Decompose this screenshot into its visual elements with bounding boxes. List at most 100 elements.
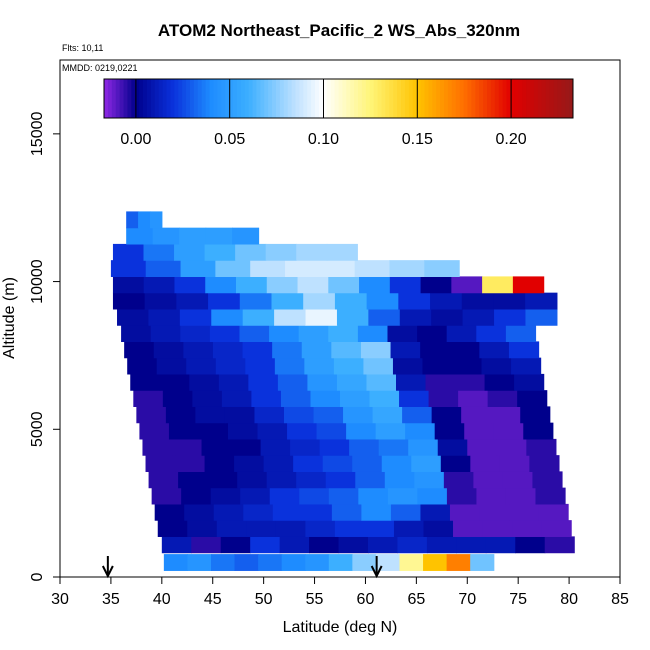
colorbar-swatch (307, 79, 312, 118)
colorbar-swatch (475, 79, 480, 118)
heatmap-cell (277, 373, 309, 391)
heatmap-cell (405, 422, 436, 440)
colorbar-swatch (412, 79, 418, 118)
heatmap-cell (496, 438, 527, 456)
colorbar-swatch (182, 79, 187, 118)
colorbar-swatch (225, 79, 230, 118)
heatmap-cell (443, 471, 474, 489)
heatmap-cell (336, 373, 368, 391)
heatmap-cell (162, 390, 193, 407)
colorbar-tick-label: 0.00 (120, 131, 151, 148)
x-tick-label: 35 (102, 591, 120, 608)
heatmap-cell (352, 554, 377, 571)
colorbar-swatch (479, 79, 484, 118)
heatmap-cell (258, 554, 283, 571)
heatmap-cell (179, 308, 212, 326)
x-tick-label: 75 (509, 591, 527, 608)
y-tick-label: 15000 (29, 112, 46, 157)
heatmap-cell (424, 260, 460, 277)
heatmap-cell (392, 357, 424, 375)
heatmap-cell (425, 373, 456, 391)
heatmap-cell (136, 406, 167, 424)
heatmap-cell (402, 406, 433, 424)
heatmap-cell (322, 455, 353, 472)
colorbar-swatch (268, 79, 273, 118)
heatmap-cell (186, 357, 217, 375)
flight-arrows (101, 556, 383, 579)
heatmap-cell (126, 211, 139, 229)
heatmap-cell (266, 471, 297, 489)
colorbar-swatch (107, 79, 113, 118)
colorbar-swatch (326, 79, 332, 118)
heatmap-cell (499, 455, 530, 472)
heatmap-cell (458, 390, 489, 407)
heatmap-cell (446, 325, 477, 342)
heatmap-cell (399, 308, 432, 326)
heatmap-cell (248, 373, 279, 391)
heatmap-cell (398, 292, 431, 310)
colorbar-swatch (502, 79, 508, 118)
colorbar-swatch (358, 79, 363, 118)
x-tick-label: 45 (204, 591, 222, 608)
heatmap-cell (525, 292, 558, 310)
colorbar-swatch (361, 79, 367, 118)
colorbar-swatch (315, 79, 320, 118)
heatmap-cell (387, 325, 418, 342)
colorbar-swatch (354, 79, 359, 118)
heatmap-cell (512, 276, 545, 294)
heatmap-cell (455, 373, 486, 391)
heatmap-cell (360, 341, 392, 359)
heatmap-cell (274, 308, 307, 326)
heatmap-cell (234, 554, 259, 571)
colorbar-swatch (440, 79, 445, 118)
y-tick-label: 5000 (29, 411, 46, 447)
heatmap-cell (310, 390, 341, 407)
colorbar-swatch (483, 79, 488, 118)
colorbar-swatch (389, 79, 394, 118)
heatmap-cell (187, 554, 212, 571)
heatmap-cell (178, 471, 209, 489)
heatmap-cell (328, 554, 353, 571)
heatmap-cell (544, 536, 575, 554)
heatmap-cell (265, 243, 297, 261)
colorbar-swatch (186, 79, 191, 118)
heatmap-cell (165, 406, 197, 424)
heatmap-cell (482, 276, 514, 294)
heatmap-cell (520, 406, 551, 424)
colorbar-swatch (549, 79, 554, 118)
colorbar-swatch (518, 79, 523, 118)
heatmap-cell (305, 520, 336, 537)
heatmap-cell (484, 373, 515, 391)
heatmap-cell (461, 406, 492, 424)
heatmap-cell (112, 243, 145, 261)
x-tick-label: 30 (51, 591, 69, 608)
colorbar-swatch (432, 79, 437, 118)
heatmap-cell (437, 438, 468, 456)
heatmap-cell (451, 276, 483, 294)
x-axis-label: Latitude (deg N) (283, 619, 398, 636)
heatmap-cell (213, 503, 244, 521)
colorbar-swatch (229, 79, 234, 118)
heatmap-cell (525, 308, 558, 326)
heatmap-cell (428, 390, 459, 407)
heatmap-cell (179, 227, 207, 245)
colorbar-swatch (385, 79, 390, 118)
heatmap-cell (476, 487, 507, 505)
heatmap-cell (250, 536, 281, 554)
heatmap-cell (493, 292, 526, 310)
colorbar-swatch (514, 79, 519, 118)
heatmap-cell (505, 487, 537, 505)
colorbar-swatch (342, 79, 347, 118)
heatmap-cell (212, 341, 244, 359)
colorbar-swatch (232, 79, 238, 118)
colorbar-swatch (248, 79, 254, 118)
heatmap-cell (473, 471, 504, 489)
colorbar-swatch (459, 79, 465, 118)
heatmap-cell (420, 341, 451, 359)
heatmap-cell (174, 276, 206, 294)
colorbar-swatch (193, 79, 199, 118)
x-axis: 30 35 40 45 50 55 60 65 70 75 80 85 (51, 577, 629, 608)
colorbar-swatch (401, 79, 406, 118)
heatmap-cell (290, 438, 321, 456)
x-tick-label: 80 (560, 591, 578, 608)
